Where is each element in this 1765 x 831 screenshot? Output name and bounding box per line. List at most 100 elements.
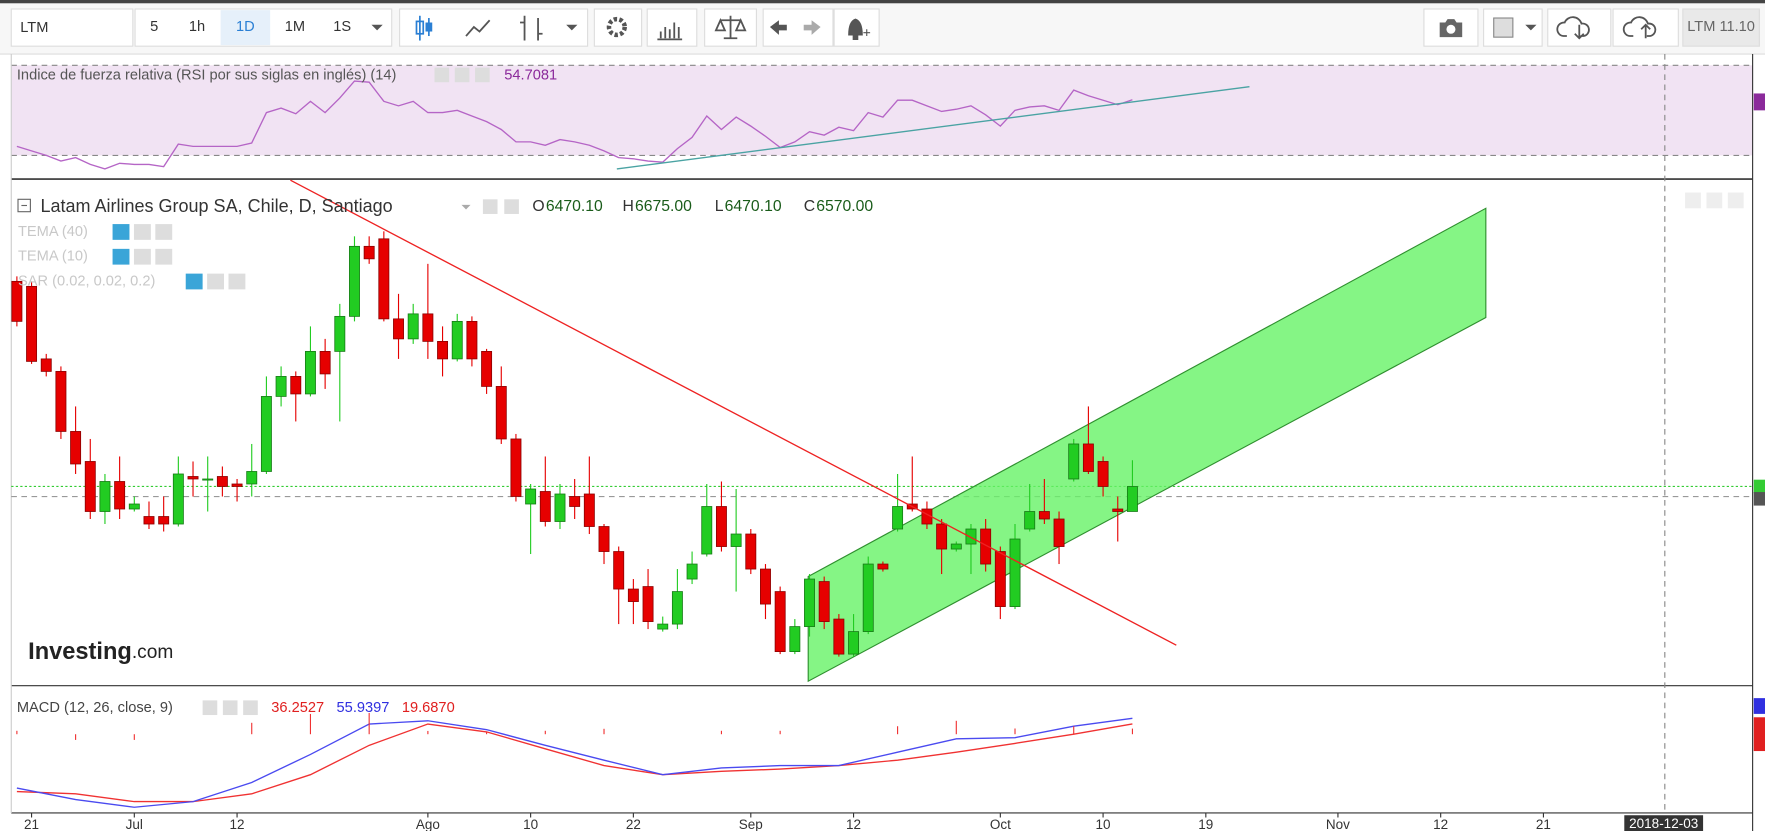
x-tick-label: 12	[846, 817, 861, 831]
eye-icon[interactable]	[112, 224, 130, 240]
candle-body	[1112, 508, 1124, 512]
visibility-icon[interactable]	[202, 700, 218, 716]
candle-body	[260, 396, 272, 472]
settings-icon[interactable]	[222, 700, 238, 716]
close-icon[interactable]	[228, 273, 246, 290]
parallel-channel[interactable]	[807, 207, 1487, 683]
candle-body	[994, 551, 1006, 607]
ohlc-key: O	[532, 198, 544, 215]
indicators-button[interactable]	[646, 8, 698, 47]
indicator-controls	[112, 224, 246, 290]
ohlc-value: 6570.00	[816, 198, 873, 215]
undo-icon[interactable]	[769, 20, 787, 35]
candle-body	[510, 438, 522, 497]
eye-icon[interactable]	[185, 273, 203, 290]
candle-body	[437, 341, 449, 360]
rsi-panel	[11, 64, 1753, 170]
dropdown-arrow[interactable]	[371, 24, 383, 31]
ohlc-key: H	[622, 198, 633, 215]
x-tick-label: 12	[1433, 817, 1448, 831]
quote: LTM 11.10	[1687, 19, 1755, 35]
candle-body	[26, 285, 38, 362]
crosshair-tag	[1753, 492, 1765, 506]
ohlc-value: 6470.10	[725, 198, 782, 215]
gear-icon[interactable]	[207, 273, 225, 290]
line-icon[interactable]	[465, 19, 491, 37]
eye-icon[interactable]	[112, 248, 130, 265]
dropdown-arrow[interactable]	[566, 24, 578, 31]
candle-body	[1053, 518, 1065, 547]
close-icon[interactable]	[243, 700, 258, 716]
interval-button[interactable]: 1M	[285, 19, 305, 35]
candle-body	[378, 238, 390, 320]
settings-icon[interactable]	[454, 67, 470, 83]
candle-body	[466, 320, 478, 360]
watermark-domain: .com	[132, 642, 173, 663]
candle-icon[interactable]	[415, 15, 433, 41]
candle-body	[349, 245, 360, 317]
gear-icon[interactable]	[133, 224, 151, 240]
macd-histogram-value: 19.6870	[402, 700, 455, 716]
interval-button[interactable]: 1S	[333, 19, 351, 35]
interval-button[interactable]: 1D	[236, 19, 255, 35]
panel-button[interactable]	[1685, 192, 1701, 209]
visibility-icon[interactable]	[482, 199, 498, 214]
symbol-box[interactable]	[10, 8, 134, 47]
rsi-background	[11, 65, 1753, 156]
candle-body	[334, 315, 346, 352]
close-icon[interactable]	[475, 67, 490, 83]
candle-body	[965, 528, 977, 545]
macd-panel	[16, 712, 1133, 808]
candle-body	[11, 280, 23, 322]
candle-body	[158, 516, 170, 525]
signal-tag	[1753, 717, 1765, 752]
macd-signal-value: 36.2527	[271, 700, 324, 716]
bar-icon[interactable]	[520, 15, 543, 41]
candle-body	[304, 351, 316, 395]
active-interval-bg	[220, 10, 271, 46]
dropdown-arrow[interactable]	[461, 204, 471, 210]
candle-body	[877, 563, 889, 570]
compare-icon	[714, 15, 747, 40]
candle-body	[627, 588, 639, 602]
close-icon[interactable]	[155, 248, 173, 265]
candle-body	[980, 528, 992, 565]
candle-body	[55, 371, 67, 432]
candle-body	[715, 506, 727, 547]
indicator-label: TEMA (40)	[18, 224, 88, 240]
ohlc-value: 6470.10	[546, 198, 603, 215]
camera-lens	[1446, 24, 1456, 34]
interval-button[interactable]: 1h	[189, 19, 205, 35]
macd-line	[16, 723, 1133, 803]
rsi-trend-line[interactable]	[616, 86, 1250, 170]
panel-button[interactable]	[1727, 192, 1744, 209]
interval-button[interactable]: 5	[150, 19, 158, 35]
close-icon[interactable]	[155, 224, 173, 240]
price-tag	[1753, 479, 1765, 494]
macd-title: MACD (12, 26, close, 9)	[17, 700, 173, 716]
symbol[interactable]: LTM	[20, 20, 48, 36]
rsi-title: Indice de fuerza relativa (RSI por sus s…	[17, 67, 397, 83]
redo-icon[interactable]	[803, 20, 821, 35]
panel-button[interactable]	[1706, 192, 1723, 209]
settings-icon[interactable]	[504, 199, 519, 214]
candle-body	[363, 245, 375, 260]
candle-body	[99, 481, 111, 512]
candle-body	[1038, 511, 1050, 520]
trend-line[interactable]	[290, 179, 1177, 646]
candle-body	[569, 496, 581, 507]
candle-body	[70, 431, 82, 465]
candle-body	[319, 351, 331, 375]
dropdown-arrow[interactable]	[1525, 24, 1537, 31]
gear-icon	[606, 16, 627, 38]
candle-body	[598, 526, 610, 552]
indicator-label: TEMA (10)	[18, 249, 88, 265]
watermark-brand: Investing	[28, 639, 132, 665]
settings-button[interactable]	[593, 8, 643, 47]
chart-type-group	[399, 8, 589, 47]
candle-body	[495, 386, 507, 440]
gear-icon[interactable]	[133, 248, 151, 265]
visibility-icon[interactable]	[434, 67, 450, 83]
alert-icon	[848, 18, 871, 40]
